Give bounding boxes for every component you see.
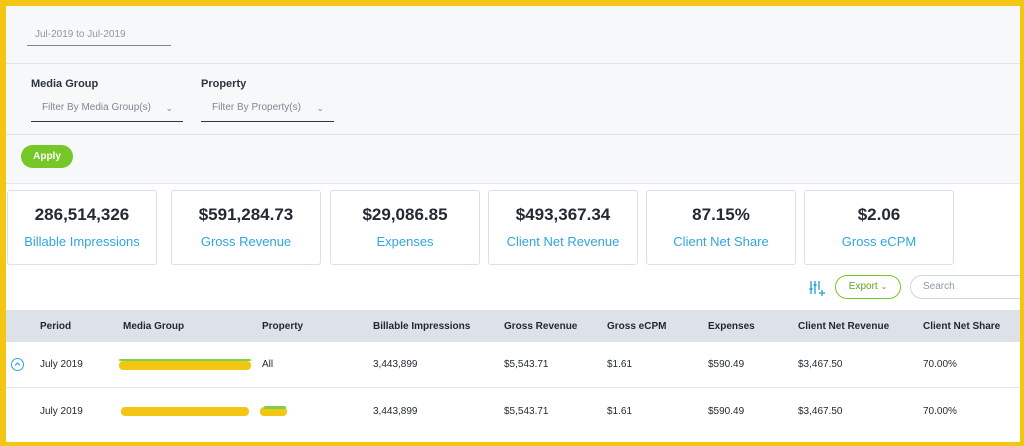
cell-gross-revenue: $5,543.71 bbox=[504, 359, 549, 370]
column-settings-icon[interactable] bbox=[808, 279, 826, 297]
kpi-value: 286,514,326 bbox=[34, 205, 130, 224]
kpi-value: 87.15% bbox=[692, 205, 750, 224]
export-label: Export bbox=[848, 281, 878, 292]
search-input[interactable]: Search bbox=[910, 275, 1020, 299]
chevron-down-icon: ⌄ bbox=[316, 103, 324, 113]
divider bbox=[6, 63, 1020, 64]
cell-client-net-revenue: $3,467.50 bbox=[798, 359, 843, 370]
column-header[interactable]: Gross eCPM bbox=[607, 321, 667, 332]
column-header[interactable]: Period bbox=[40, 321, 72, 332]
cell-gross-revenue: $5,543.71 bbox=[504, 406, 549, 417]
cell-gross-ecpm: $1.61 bbox=[607, 359, 633, 370]
column-header[interactable]: Media Group bbox=[123, 321, 185, 332]
table-row[interactable]: July 2019 All 3,443,899 $5,543.71 $1.61 … bbox=[6, 342, 1020, 388]
cell-expenses: $590.49 bbox=[708, 359, 745, 370]
kpi-card: $493,367.34 Client Net Revenue bbox=[488, 190, 638, 265]
cell-billable-impressions: 3,443,899 bbox=[373, 406, 418, 417]
chevron-down-icon: ⌄ bbox=[165, 103, 173, 113]
property-label: Property bbox=[201, 78, 247, 90]
cell-period: July 2019 bbox=[40, 359, 83, 370]
media-group-label: Media Group bbox=[31, 78, 99, 90]
redaction-mark bbox=[260, 407, 287, 416]
export-button[interactable]: Export ⌄ bbox=[835, 275, 901, 299]
redaction-mark bbox=[264, 406, 286, 409]
kpi-label: Client Net Share bbox=[673, 234, 769, 249]
kpi-label: Expenses bbox=[376, 234, 434, 249]
date-range-picker[interactable]: Jul-2019 to Jul-2019 bbox=[27, 28, 171, 46]
redaction-mark bbox=[121, 407, 249, 416]
filter-panel: Jul-2019 to Jul-2019 Media Group Filter … bbox=[6, 6, 1020, 184]
column-header[interactable]: Expenses bbox=[708, 321, 755, 332]
kpi-card: 286,514,326 Billable Impressions bbox=[7, 190, 157, 265]
property-select[interactable]: Filter By Property(s) ⌄ bbox=[201, 100, 334, 122]
cell-gross-ecpm: $1.61 bbox=[607, 406, 633, 417]
kpi-card: $591,284.73 Gross Revenue bbox=[171, 190, 321, 265]
column-header[interactable]: Gross Revenue bbox=[504, 321, 578, 332]
property-placeholder: Filter By Property(s) bbox=[212, 102, 301, 113]
column-header[interactable]: Billable Impressions bbox=[373, 321, 471, 332]
kpi-value: $591,284.73 bbox=[198, 205, 294, 224]
kpi-label: Gross eCPM bbox=[841, 234, 917, 249]
table-row[interactable]: July 2019 3,443,899 $5,543.71 $1.61 $590… bbox=[6, 389, 1020, 435]
column-header[interactable]: Client Net Revenue bbox=[798, 321, 890, 332]
kpi-value: $29,086.85 bbox=[362, 205, 448, 224]
report-frame: Jul-2019 to Jul-2019 Media Group Filter … bbox=[6, 6, 1020, 442]
cell-client-net-revenue: $3,467.50 bbox=[798, 406, 843, 417]
cell-billable-impressions: 3,443,899 bbox=[373, 359, 418, 370]
kpi-label: Gross Revenue bbox=[200, 234, 292, 249]
kpi-card: $29,086.85 Expenses bbox=[330, 190, 480, 265]
cell-period: July 2019 bbox=[40, 406, 83, 417]
kpi-card: $2.06 Gross eCPM bbox=[804, 190, 954, 265]
kpi-label: Billable Impressions bbox=[24, 234, 140, 249]
kpi-label: Client Net Revenue bbox=[506, 234, 620, 249]
media-group-placeholder: Filter By Media Group(s) bbox=[42, 102, 151, 113]
table-header: Period Media Group Property Billable Imp… bbox=[6, 310, 1020, 342]
kpi-row: 286,514,326 Billable Impressions $591,28… bbox=[6, 190, 1020, 266]
column-header[interactable]: Client Net Share bbox=[923, 321, 1001, 332]
cell-property: All bbox=[262, 359, 274, 370]
kpi-value: $2.06 bbox=[857, 205, 901, 224]
cell-expenses: $590.49 bbox=[708, 406, 745, 417]
media-group-select[interactable]: Filter By Media Group(s) ⌄ bbox=[31, 100, 183, 122]
collapse-icon[interactable] bbox=[11, 358, 24, 371]
redaction-mark bbox=[119, 359, 251, 361]
kpi-value: $493,367.34 bbox=[515, 205, 611, 224]
apply-button[interactable]: Apply bbox=[21, 145, 73, 168]
divider bbox=[6, 134, 1020, 135]
cell-client-net-share: 70.00% bbox=[923, 406, 957, 417]
cell-client-net-share: 70.00% bbox=[923, 359, 957, 370]
chevron-down-icon: ⌄ bbox=[880, 282, 888, 291]
column-header[interactable]: Property bbox=[262, 321, 304, 332]
redaction-mark bbox=[119, 361, 251, 370]
kpi-card: 87.15% Client Net Share bbox=[646, 190, 796, 265]
